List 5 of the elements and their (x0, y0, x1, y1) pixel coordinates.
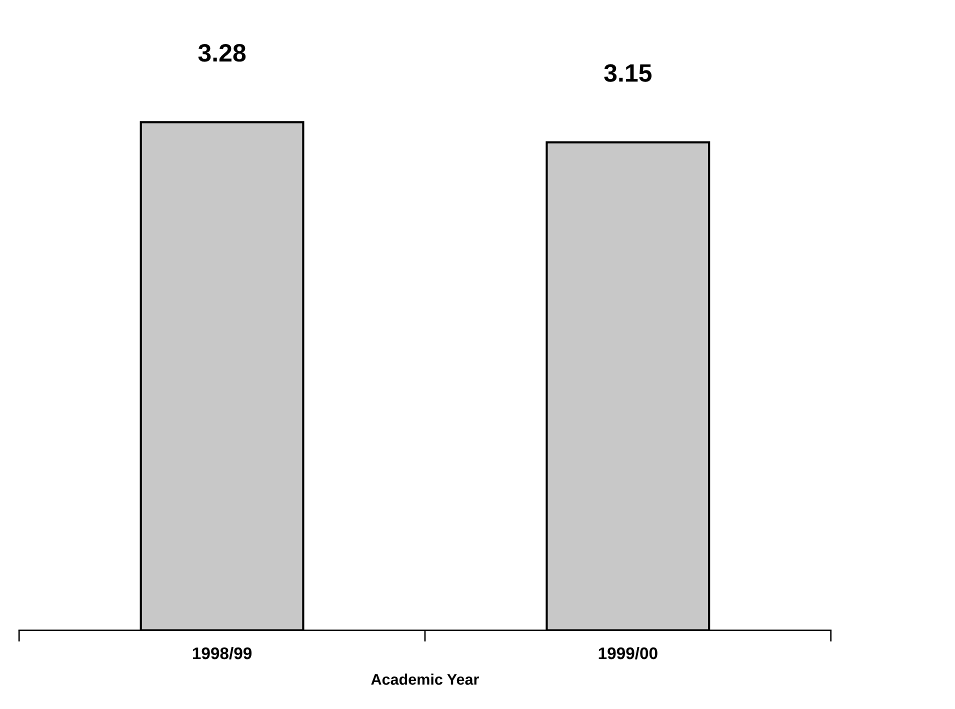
data-label: 3.28 (198, 44, 246, 62)
data-label: 3.15 (604, 64, 652, 82)
x-tick-label: 1998/99 (192, 646, 252, 660)
x-axis-title: Academic Year (371, 674, 479, 685)
x-tick-label: 1999/00 (598, 646, 658, 660)
